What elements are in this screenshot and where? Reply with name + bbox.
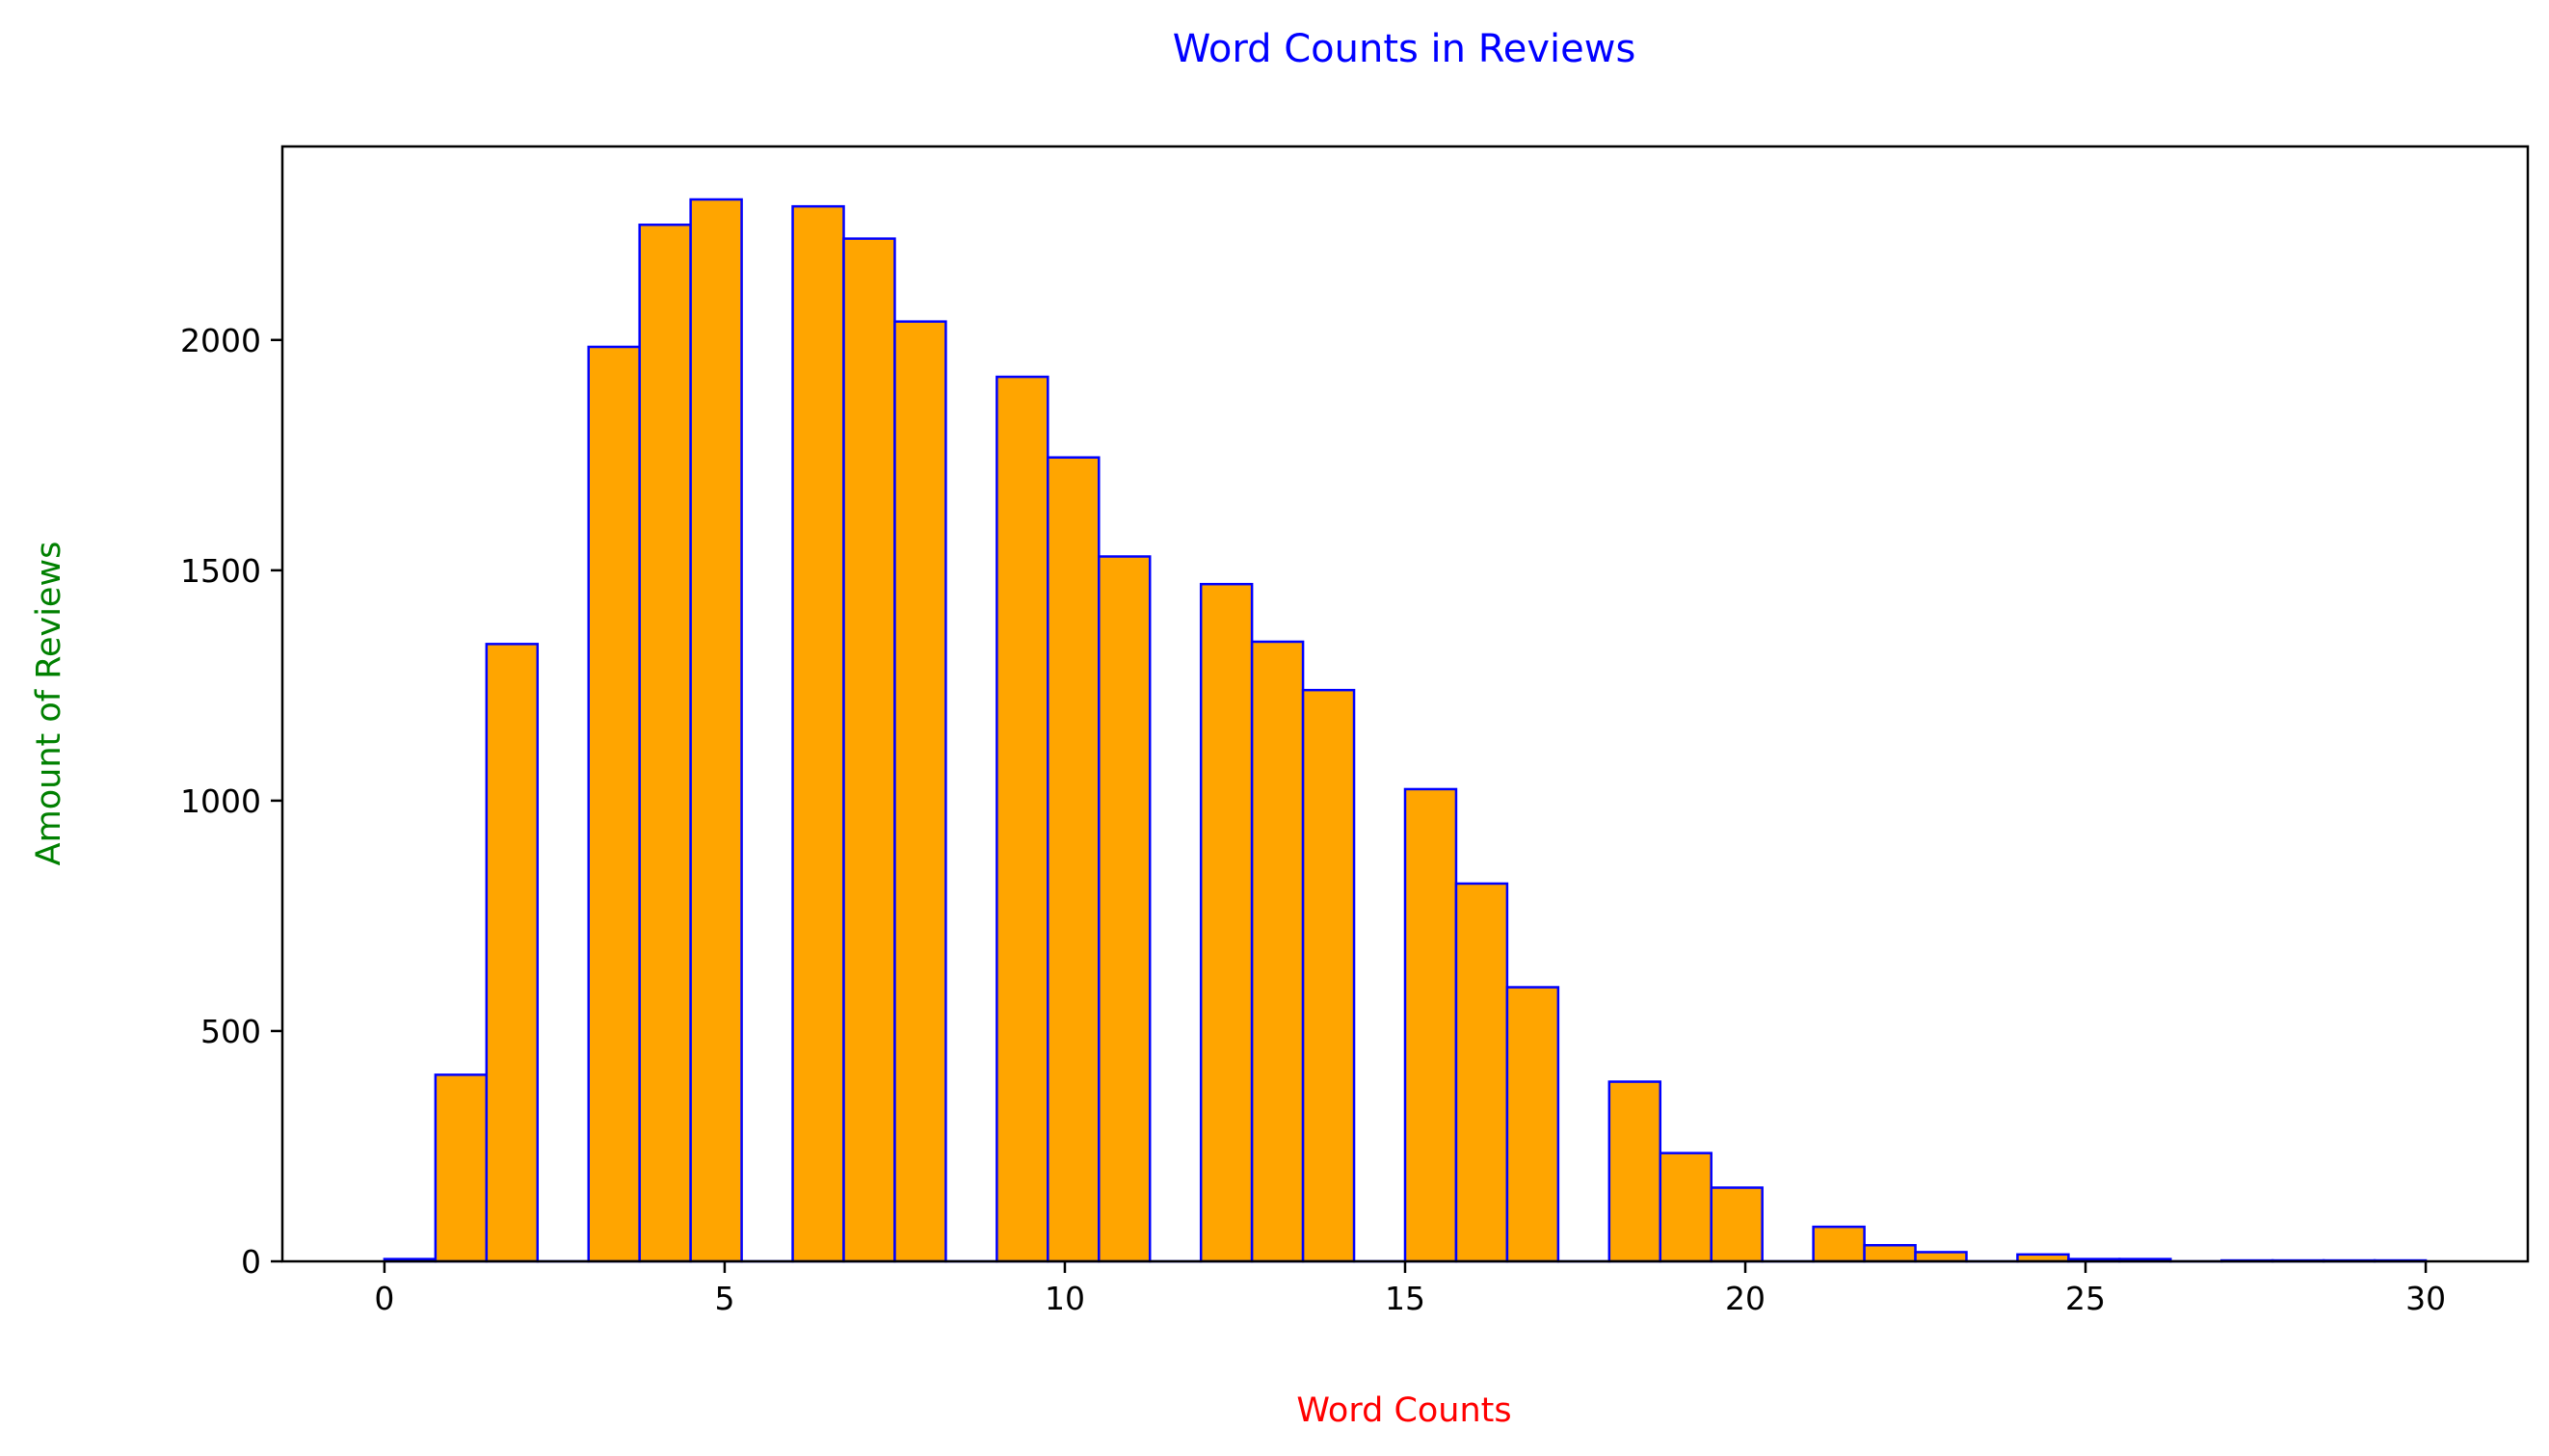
histogram-bar — [1710, 1186, 1764, 1263]
y-tick-label: 1500 — [180, 552, 261, 590]
histogram-bar — [1301, 688, 1356, 1263]
histogram-bar — [1659, 1152, 1713, 1263]
histogram-bar — [434, 1073, 489, 1263]
histogram-bar — [1454, 882, 1509, 1263]
x-tick-label: 10 — [1045, 1280, 1085, 1317]
histogram-bar — [1914, 1251, 1968, 1263]
x-tick-label: 20 — [1725, 1280, 1766, 1317]
x-tick-label: 25 — [2065, 1280, 2106, 1317]
x-tick-label: 30 — [2405, 1280, 2446, 1317]
histogram-bar — [893, 320, 947, 1263]
histogram-bar — [1505, 986, 1560, 1263]
histogram-bar — [1403, 787, 1458, 1263]
histogram-bar — [1812, 1225, 1866, 1263]
y-axis-label: Amount of Reviews — [30, 542, 68, 866]
y-tick-label: 2000 — [180, 322, 261, 359]
histogram-bar — [1607, 1080, 1662, 1263]
histogram-bar — [1863, 1244, 1917, 1263]
bars-group — [383, 198, 2428, 1263]
histogram-bar — [587, 345, 641, 1263]
histogram-bar — [1047, 456, 1101, 1263]
y-axis-ticks: 0 500 1000 1500 2000 — [180, 322, 282, 1281]
histogram-bar — [1098, 555, 1152, 1263]
histogram-bar — [791, 204, 845, 1263]
chart-title: Word Counts in Reviews — [1173, 27, 1636, 71]
histogram-bar — [1250, 640, 1305, 1263]
y-tick-label: 1000 — [180, 782, 261, 820]
x-tick-label: 5 — [714, 1280, 734, 1317]
histogram-bar — [842, 237, 896, 1263]
histogram-bar — [1199, 582, 1254, 1263]
y-tick-label: 0 — [241, 1243, 261, 1281]
x-tick-label: 0 — [374, 1280, 394, 1317]
histogram-bar — [996, 375, 1049, 1263]
histogram-bar — [638, 224, 692, 1263]
x-tick-label: 15 — [1385, 1280, 1425, 1317]
histogram-bar — [689, 198, 743, 1263]
histogram-bar — [485, 643, 540, 1263]
x-axis-ticks: 0 5 10 15 20 25 30 — [374, 1261, 2446, 1317]
x-axis-label: Word Counts — [1296, 1391, 1511, 1430]
y-tick-label: 500 — [200, 1013, 261, 1050]
